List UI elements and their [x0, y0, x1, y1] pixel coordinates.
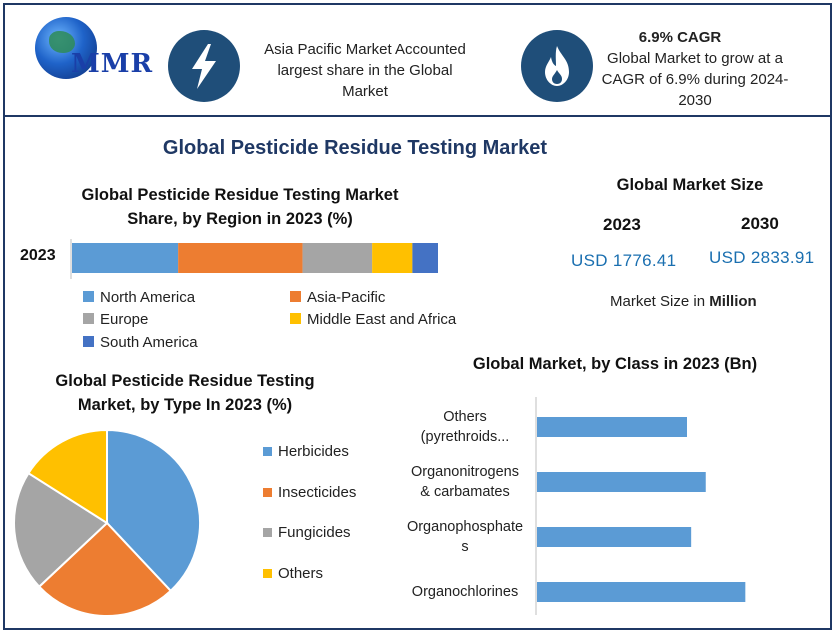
legend-label: Europe: [100, 311, 149, 328]
page-title: Global Pesticide Residue Testing Market: [162, 137, 548, 159]
stat1-line-3: Market: [342, 83, 388, 100]
legend-item-asia-pacific: Asia-Pacific: [290, 289, 385, 306]
legend-swatch: [263, 447, 272, 456]
pie-slice-insecticides: [37, 521, 173, 617]
class-tick-label: Others (pyrethroids...: [390, 407, 540, 447]
region-bar-north-america: [72, 243, 179, 273]
class-tick-label-line: (pyrethroids...: [420, 429, 510, 445]
globe-icon: [35, 17, 97, 79]
region-bar-europe: [302, 243, 373, 273]
pie-slice-others: [27, 428, 108, 525]
market-size-title: Global Market Size: [616, 176, 764, 194]
region-bar-south-america: [412, 243, 438, 273]
unit-note-prefix: Market Size in: [610, 293, 710, 310]
region-title-line-1: Global Pesticide Residue Testing Market: [81, 186, 399, 204]
class-bar-others: [537, 417, 687, 437]
legend-swatch: [83, 313, 94, 324]
type-chart-title: Global Pesticide Residue Testing Market,…: [30, 369, 340, 417]
class-chart-title: Global Market, by Class in 2023 (Bn): [472, 355, 758, 373]
type-pie-chart: [13, 428, 201, 617]
legend-swatch: [83, 336, 94, 347]
class-bar-organophosphate: [537, 527, 692, 547]
legend-swatch: [263, 487, 272, 497]
class-tick-label: Organophosphate s: [390, 517, 540, 557]
legend-label: Herbicides: [278, 443, 349, 460]
flame-icon: [521, 30, 593, 102]
legend-item-insecticides: Insecticides: [263, 484, 356, 501]
class-tick-label-line: Organonitrogens: [410, 464, 519, 480]
stat2-line-3: 2030: [678, 92, 712, 109]
class-tick-label-line: s: [461, 539, 469, 555]
legend-item-others: Others: [263, 565, 323, 582]
legend-swatch: [83, 291, 94, 302]
pie-slice-fungicides: [13, 471, 109, 589]
pie-slice-herbicides: [106, 428, 201, 593]
legend-item-herbicides: Herbicides: [263, 443, 349, 460]
market-size-unit-note: Market Size in Million: [610, 293, 757, 310]
header-divider: [5, 115, 830, 117]
class-bar-organonitrogens: [537, 472, 706, 492]
legend-item-europe: Europe: [83, 311, 148, 328]
market-size-year-2030: 2030: [741, 214, 779, 233]
stat1-line-1: Asia Pacific Market Accounted: [264, 41, 466, 58]
legend-label: Insecticides: [278, 483, 357, 501]
legend-item-north-america: North America: [83, 289, 195, 306]
legend-swatch: [263, 568, 272, 578]
legend-label: North America: [100, 289, 196, 306]
lightning-bolt-icon: [168, 30, 240, 102]
class-tick-label-line: Others: [443, 409, 487, 425]
logo-text: MMR: [71, 49, 154, 79]
legend-label: Asia-Pacific: [307, 289, 386, 306]
legend-label: Fungicides: [278, 524, 351, 541]
stat2-line-1: Global Market to grow at a: [607, 50, 783, 67]
legend-item-middle-east-and-africa: Middle East and Africa: [290, 311, 456, 328]
market-size-value-2023: USD 1776.41: [571, 251, 677, 270]
type-title-line-2: Market, by Type In 2023 (%): [77, 396, 293, 414]
cagr-title: 6.9% CAGR: [638, 29, 722, 46]
legend-swatch: [263, 528, 272, 537]
legend-item-south-america: South America: [83, 334, 198, 351]
type-title-line-1: Global Pesticide Residue Testing: [55, 372, 315, 390]
legend-label: South America: [100, 334, 198, 351]
region-bar-asia-pacific: [178, 243, 303, 273]
stat-asia-pacific: Asia Pacific Market Accounted largest sh…: [245, 39, 485, 102]
legend-swatch: [290, 313, 301, 324]
class-tick-label-line: & carbamates: [420, 484, 510, 500]
class-tick-label-line: Organochlorines: [411, 584, 519, 600]
region-chart-title: Global Pesticide Residue Testing Market …: [50, 183, 430, 231]
market-size-year-2023: 2023: [603, 215, 641, 234]
class-tick-label: Organonitrogens & carbamates: [390, 462, 540, 502]
class-bar-organochlorines: [537, 582, 746, 602]
class-bar-chart: [535, 397, 746, 615]
legend-label: Others: [278, 564, 324, 582]
region-bar-middle-east-and-africa: [372, 243, 413, 273]
unit-note-bold: Million: [709, 293, 757, 310]
legend-item-fungicides: Fungicides: [263, 524, 351, 541]
region-category-label: 2023: [20, 247, 56, 264]
stat2-line-2: CAGR of 6.9% during 2024-: [601, 71, 789, 88]
stat1-line-2: largest share in the Global: [277, 62, 453, 79]
region-title-line-2: Share, by Region in 2023 (%): [127, 210, 353, 228]
legend-swatch: [290, 291, 301, 302]
legend-label: Middle East and Africa: [307, 311, 457, 328]
stat-cagr: 6.9% CAGR Global Market to grow at a CAG…: [595, 27, 795, 111]
market-size-value-2030: USD 2833.91: [709, 248, 815, 267]
class-tick-label-line: Organophosphate: [406, 519, 524, 535]
infographic-frame: MMR Asia Pacific Market Accounted larges…: [3, 3, 832, 630]
region-stacked-bar: [70, 239, 438, 279]
class-tick-label: Organochlorines: [390, 582, 540, 602]
